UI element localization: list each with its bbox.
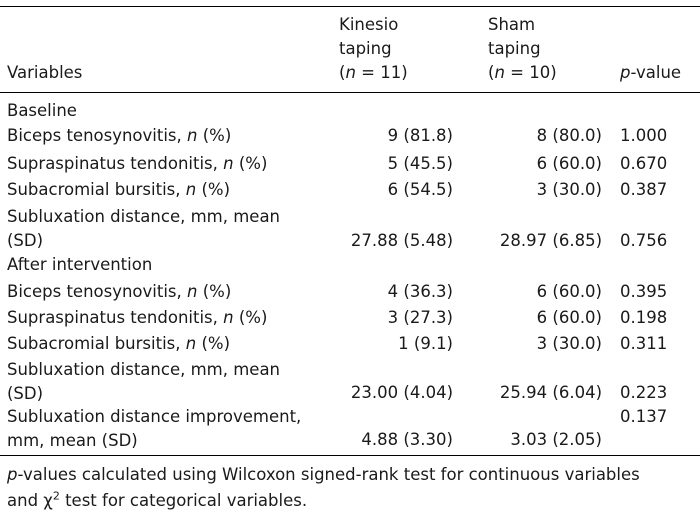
cell-sham: 3.03 (2.05) (510, 430, 602, 449)
row-label-line2: mm, mean (SD) (7, 431, 138, 450)
cell-kinesio: 9 (81.8) (387, 126, 453, 145)
row-label-tail: (%) (233, 154, 268, 173)
row-label-line2: (SD) (7, 231, 44, 250)
row-label-line1: Subluxation distance improvement, (7, 407, 302, 426)
row-label-n: n (187, 282, 198, 301)
cell-kinesio: 3 (27.3) (387, 308, 453, 327)
header-kinesio-line1: Kinesio (339, 15, 399, 34)
row-label-text: Supraspinatus tendonitis, (7, 308, 224, 327)
row-label-n: n (223, 308, 234, 327)
cell-sham: 3 (30.0) (536, 334, 602, 353)
header-sham-n: (n = 10) (488, 61, 557, 85)
header-sham-line1: Sham (488, 15, 536, 34)
row-label: Subluxation distance, mm, mean (SD) (7, 205, 280, 253)
row-label: Supraspinatus tendonitis, n (%) (7, 152, 267, 176)
header-kinesio-n-open: ( (339, 63, 346, 82)
cell-sham: 28.97 (6.85) (499, 231, 602, 250)
section-after-intervention: After intervention (7, 255, 153, 274)
row-label-text: Subacromial bursitis, (7, 180, 186, 199)
row-label-tail: (%) (197, 282, 232, 301)
row-label-text: Supraspinatus tendonitis, (7, 154, 224, 173)
cell-sham: 8 (80.0) (536, 126, 602, 145)
header-sham-line2: taping (488, 39, 541, 58)
cell-kinesio: 5 (45.5) (387, 154, 453, 173)
section-baseline: Baseline (7, 101, 77, 120)
cell-sham: 25.94 (6.04) (499, 383, 602, 402)
cell-sham: 6 (60.0) (536, 308, 602, 327)
header-sham: Sham taping (n = 10) (488, 13, 557, 85)
row-label: Biceps tenosynovitis, n (%) (7, 124, 231, 148)
header-p-rest: -value (630, 63, 682, 82)
row-label-line2: (SD) (7, 384, 44, 403)
footnote-line2: and χ2 test for categorical variables. (7, 488, 697, 514)
row-label-tail: (%) (196, 180, 231, 199)
row-label-n: n (185, 180, 197, 199)
row-label-tail: (%) (233, 308, 268, 327)
cell-p: 0.670 (620, 154, 668, 173)
row-label-tail: (%) (197, 126, 232, 145)
row-label: Subacromial bursitis, n (%) (7, 178, 230, 202)
row-label-text: Subacromial bursitis, (7, 334, 186, 353)
cell-p: 1.000 (620, 126, 668, 145)
header-sham-n-rest: = 10) (504, 63, 557, 82)
cell-p: 0.756 (620, 231, 668, 250)
header-kinesio: Kinesio taping (n = 11) (339, 13, 408, 85)
cell-kinesio: 1 (9.1) (398, 334, 453, 353)
header-variables: Variables (7, 63, 83, 82)
cell-sham: 6 (60.0) (536, 282, 602, 301)
table-top-rule (0, 6, 700, 8)
header-kinesio-n-var: n (345, 63, 356, 82)
row-label: Subluxation distance, mm, mean (SD) (7, 358, 280, 406)
table-bottom-rule (0, 455, 700, 456)
header-p-italic: p (620, 63, 631, 82)
row-label-n: n (187, 126, 198, 145)
footnote-line2-post: test for categorical variables. (59, 491, 308, 510)
row-label: Supraspinatus tendonitis, n (%) (7, 306, 267, 330)
cell-kinesio: 4 (36.3) (387, 282, 453, 301)
cell-kinesio: 23.00 (4.04) (350, 383, 453, 402)
cell-sham: 3 (30.0) (536, 180, 602, 199)
cell-p: 0.137 (620, 407, 668, 426)
cell-p: 0.198 (620, 308, 668, 327)
row-label-tail: (%) (196, 334, 231, 353)
row-label-n: n (223, 154, 234, 173)
header-kinesio-n-rest: = 11) (355, 63, 408, 82)
footnote-p-italic: p (7, 465, 18, 484)
cell-p: 0.311 (620, 334, 668, 353)
cell-kinesio: 4.88 (3.30) (361, 430, 453, 449)
row-label-text: Biceps tenosynovitis, (7, 126, 188, 145)
cell-kinesio: 6 (54.5) (387, 180, 453, 199)
row-label-line1: Subluxation distance, mm, mean (7, 207, 281, 226)
header-kinesio-line2: taping (339, 39, 392, 58)
header-sham-n-var: n (494, 63, 505, 82)
row-label: Biceps tenosynovitis, n (%) (7, 280, 231, 304)
footnote-superscript: 2 (52, 489, 60, 503)
header-sham-n-open: ( (488, 63, 495, 82)
header-rule (0, 92, 700, 93)
row-label: Subacromial bursitis, n (%) (7, 332, 230, 356)
footnote-line2-pre: and χ (7, 491, 53, 510)
cell-sham: 6 (60.0) (536, 154, 602, 173)
header-p-value: p-value (620, 61, 681, 85)
footnote-line1: p-values calculated using Wilcoxon signe… (7, 462, 697, 488)
row-label-text: Biceps tenosynovitis, (7, 282, 188, 301)
header-kinesio-n: (n = 11) (339, 61, 408, 85)
cell-p: 0.395 (620, 282, 668, 301)
table-footnote: p-values calculated using Wilcoxon signe… (7, 462, 697, 514)
cell-kinesio: 27.88 (5.48) (350, 231, 453, 250)
cell-p: 0.223 (620, 383, 668, 402)
row-label-line1: Subluxation distance, mm, mean (7, 360, 281, 379)
footnote-line1-text: -values calculated using Wilcoxon signed… (17, 465, 640, 484)
row-label: Subluxation distance improvement, mm, me… (7, 405, 301, 453)
row-label-n: n (185, 334, 197, 353)
cell-p: 0.387 (620, 180, 668, 199)
